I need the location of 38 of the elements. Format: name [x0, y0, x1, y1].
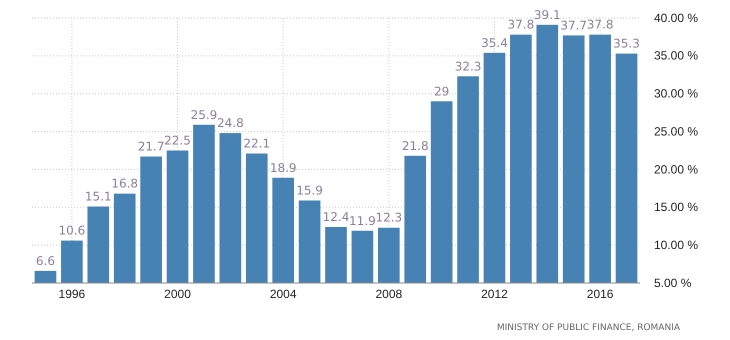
data-label: 21.8	[402, 138, 429, 153]
data-label: 11.9	[349, 214, 376, 228]
data-label: 22.5	[164, 134, 191, 148]
data-label: 37.7	[560, 18, 588, 32]
y-tick-label: 40.00 %	[654, 10, 698, 25]
y-tick-label: 25.00 %	[654, 124, 698, 138]
data-label: 18.9	[270, 160, 297, 175]
data-label: 35.3	[613, 36, 640, 51]
y-tick-label: 30.00 %	[654, 86, 698, 101]
data-label: 32.3	[454, 59, 482, 74]
x-tick-label: 1996	[58, 287, 86, 301]
x-tick-label: 2012	[481, 287, 508, 301]
data-label: 24.8	[216, 116, 244, 130]
data-label: 12.3	[375, 210, 402, 225]
data-label: 35.4	[481, 36, 508, 50]
data-label: 12.4	[322, 210, 350, 224]
data-label: 29	[434, 84, 450, 98]
data-label: 22.1	[243, 136, 270, 151]
data-label: 37.8	[586, 18, 614, 32]
x-tick-label: 2008	[375, 287, 402, 301]
text: MINISTRY OF PUBLIC FINANCE, ROMANIA	[496, 323, 681, 333]
data-label: 10.6	[58, 224, 86, 238]
y-tick-label: 20.00 %	[654, 162, 698, 176]
x-tick-label: 2000	[164, 287, 192, 301]
y-tick-label: 5.00 %	[654, 276, 692, 290]
data-label: 16.8	[111, 176, 138, 191]
y-tick-label: 35.00 %	[654, 48, 698, 63]
x-tick-label: 2004	[270, 287, 297, 301]
data-label: 15.1	[84, 190, 112, 204]
data-label: 39.1	[534, 8, 561, 22]
y-tick-label: 10.00 %	[654, 238, 698, 252]
data-label: 6.6	[36, 254, 56, 268]
data-label: 21.7	[138, 140, 164, 154]
data-label: 37.8	[508, 18, 534, 32]
y-tick-label: 15.00 %	[654, 200, 698, 214]
data-label: 15.9	[296, 183, 323, 198]
data-label: 25.9	[190, 108, 218, 122]
x-tick-label: 2016	[586, 287, 614, 301]
